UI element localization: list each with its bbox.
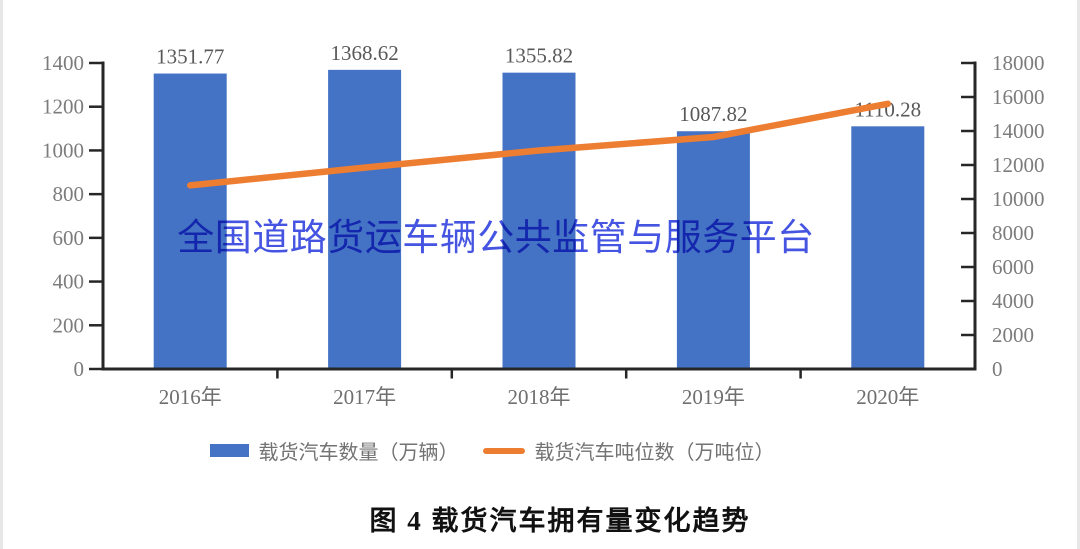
right-tick-label: 18000 (992, 51, 1045, 75)
x-category-label: 2018年 (508, 385, 571, 409)
bar-value-label: 1355.82 (505, 44, 573, 68)
page-edge-right (1077, 0, 1080, 549)
bar-2018年 (502, 72, 576, 369)
left-tick-label: 1400 (42, 51, 84, 75)
watermark-text: 全国道路货运车辆公共监管与服务平台 (177, 217, 815, 258)
right-tick-label: 14000 (992, 119, 1045, 143)
left-tick-label: 0 (74, 357, 85, 381)
x-category-label: 2019年 (682, 385, 745, 409)
left-tick-label: 1000 (42, 138, 84, 162)
legend-line-swatch-icon (482, 447, 525, 454)
bar-2017年 (328, 69, 402, 370)
right-tick-label: 16000 (992, 85, 1045, 109)
tonnage-line (186, 100, 892, 189)
right-tick-label: 12000 (992, 153, 1045, 177)
left-tick-label: 600 (53, 226, 85, 250)
x-category-label: 2020年 (856, 385, 919, 409)
left-tick-label: 400 (53, 270, 85, 294)
x-category-label: 2017年 (333, 385, 396, 409)
page-edge-left (0, 0, 3, 549)
bar-2020年 (851, 126, 925, 369)
legend-bar-swatch-icon (209, 444, 249, 457)
left-tick-label: 800 (53, 182, 85, 206)
legend-item-line: 载货汽车吨位数（万吨位） (482, 436, 775, 465)
right-tick-label: 10000 (992, 187, 1045, 211)
legend-item-bar: 载货汽车数量（万辆） (209, 436, 459, 465)
right-tick-label: 2000 (992, 323, 1034, 347)
legend-bar-label: 载货汽车数量（万辆） (258, 442, 459, 464)
right-tick-label: 6000 (992, 255, 1034, 279)
x-category-label: 2016年 (159, 385, 222, 409)
figure-caption: 图 4 载货汽车拥有量变化趋势 (369, 506, 751, 536)
bar-value-label: 1351.77 (156, 45, 224, 69)
right-tick-label: 8000 (992, 221, 1034, 245)
right-tick-label: 0 (992, 357, 1003, 381)
bar-value-label: 1368.62 (330, 41, 398, 65)
left-tick-label: 1200 (42, 95, 84, 119)
legend-line-label: 载货汽车吨位数（万吨位） (534, 442, 775, 464)
bar-2016年 (153, 73, 227, 370)
bar-value-label: 1087.82 (679, 102, 747, 126)
bar-2019年 (676, 131, 750, 369)
left-tick-label: 200 (53, 313, 85, 337)
right-tick-label: 4000 (992, 289, 1034, 313)
legend: 载货汽车数量（万辆） 载货汽车吨位数（万吨位） (0, 436, 984, 465)
